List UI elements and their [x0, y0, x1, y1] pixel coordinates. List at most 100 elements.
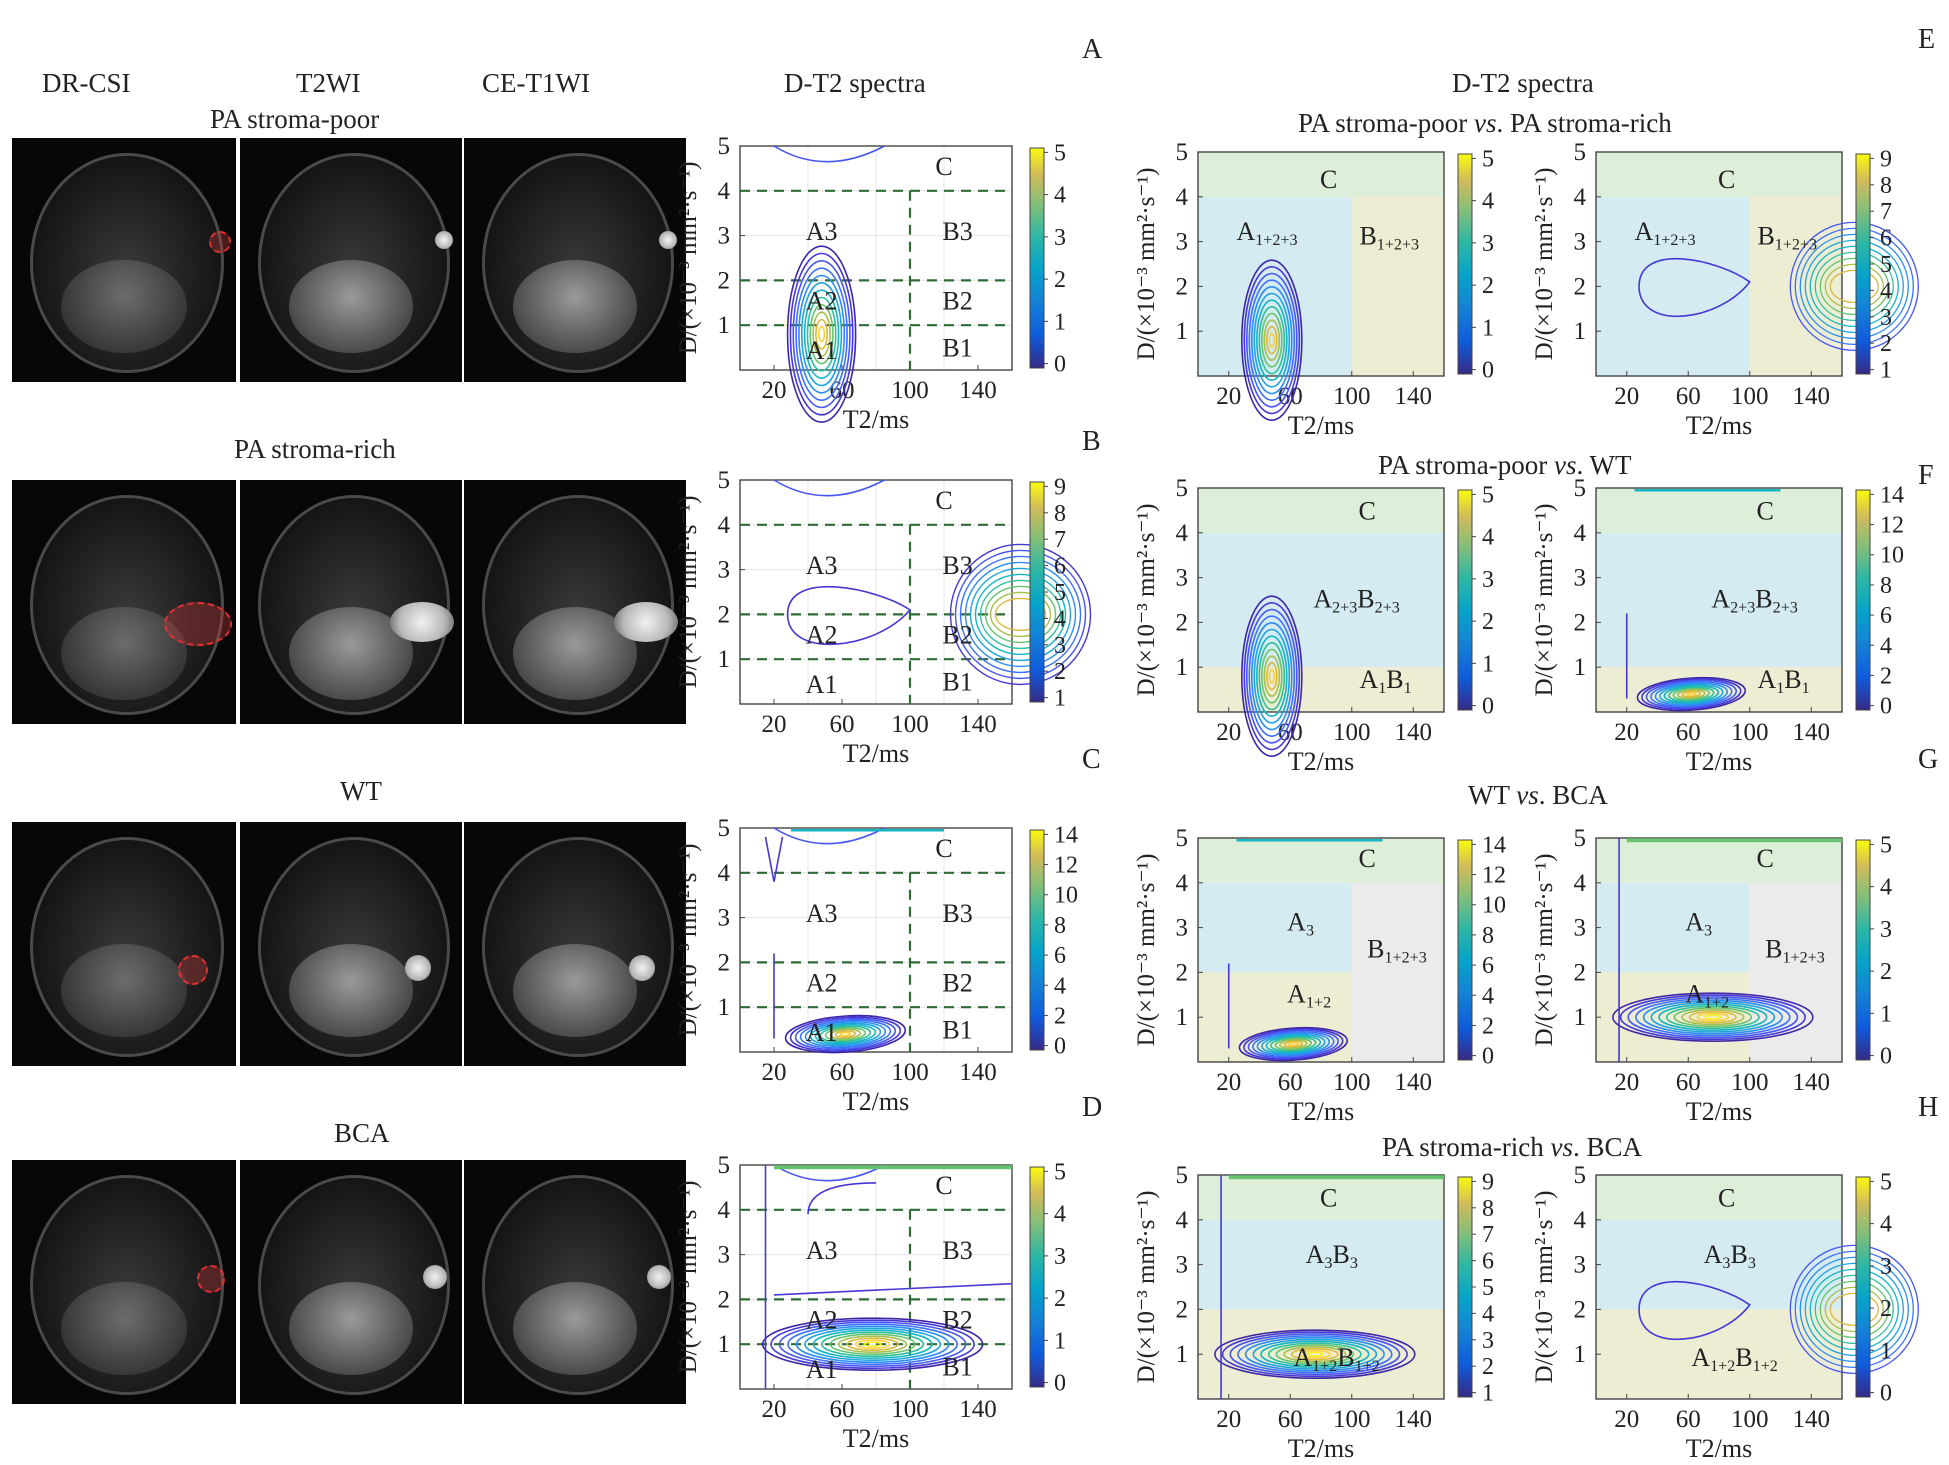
contour-line [789, 1016, 902, 1052]
x-axis-label: T2/ms [843, 1087, 909, 1116]
colorbar-tick-label: 2 [1054, 1286, 1066, 1312]
contour-line [1251, 622, 1293, 731]
region-shading [1596, 488, 1842, 533]
contour-line [989, 591, 1052, 638]
y-tick-label: 1 [1176, 318, 1189, 345]
contour-line [809, 1022, 882, 1046]
y-axis-label: D/(×10⁻³ mm²·s⁻¹) [675, 844, 702, 1037]
region-label: A3B3 [1306, 1240, 1358, 1272]
colorbar-tick-label: 0 [1880, 1381, 1892, 1407]
contour-line [974, 573, 1067, 656]
row-title-wt: WT [340, 776, 382, 806]
colorbar-tick-label: 2 [1880, 959, 1892, 985]
region-label: A1B1 [1359, 665, 1411, 697]
colorbar-b [1029, 481, 1045, 703]
region-label: B3 [942, 217, 972, 246]
y-tick-label: 3 [1176, 915, 1189, 942]
mri-image [464, 822, 686, 1066]
region-shading [1596, 1175, 1842, 1220]
column-header-dr-csi: DR-CSI [42, 68, 131, 98]
contour-line [959, 555, 1082, 674]
contour-line [1243, 602, 1301, 751]
contour-line [1619, 994, 1806, 1041]
contour-line [814, 1024, 877, 1045]
contour-line [854, 1339, 891, 1349]
x-tick-label: 140 [1395, 383, 1433, 410]
region-label: B3 [942, 899, 972, 928]
x-tick-label: 100 [1333, 719, 1371, 746]
y-axis-label: D/(×10⁻³ mm²·s⁻¹) [1133, 168, 1160, 361]
axes-g2 [1595, 837, 1843, 1063]
region-label: C [1320, 1183, 1337, 1212]
mri-image [12, 1160, 236, 1404]
colorbar-d [1029, 1166, 1045, 1388]
plot-frame [1197, 837, 1445, 1063]
contour-line [1819, 1280, 1889, 1339]
axes-g1 [1197, 837, 1445, 1063]
colorbar-tick-label: 1 [1054, 1328, 1066, 1354]
contour-line [1243, 266, 1301, 415]
region-label: B1 [942, 668, 972, 697]
x-tick-label: 20 [762, 377, 787, 404]
y-tick-label: 2 [1176, 609, 1189, 636]
colorbar-tick-label: 5 [1482, 482, 1494, 508]
contour-line [803, 289, 840, 379]
contour-line [964, 561, 1077, 668]
contour-line [778, 1321, 967, 1367]
colorbar-tick-label: 7 [1880, 199, 1892, 225]
chart-panel-g2 [1596, 838, 1842, 1062]
contour-line [794, 1017, 897, 1051]
mri-image [12, 480, 236, 724]
x-tick-label: 140 [1793, 383, 1831, 410]
contour-line [1279, 1039, 1308, 1049]
plot-frame [1595, 151, 1843, 377]
mri-image [240, 1160, 462, 1404]
contour-line [815, 318, 829, 350]
region-label: B2 [942, 287, 972, 316]
y-tick-label: 3 [718, 1242, 731, 1269]
region-label: C [935, 486, 952, 515]
contour-line [1650, 680, 1733, 708]
y-tick-label: 4 [718, 512, 731, 539]
x-tick-label: 140 [1793, 719, 1831, 746]
colorbar-tick-label: 8 [1054, 501, 1066, 527]
y-tick-label: 4 [1574, 520, 1587, 547]
region-label: A1+2 [1287, 979, 1331, 1011]
plot-frame [739, 145, 1013, 371]
contour-line [799, 1019, 892, 1049]
plot-frame [1197, 151, 1445, 377]
column-header-t2wi: T2WI [296, 68, 361, 98]
region-label: A3 [1685, 908, 1712, 940]
region-label: B1+2+3 [1757, 222, 1817, 254]
contour-line [1238, 1026, 1349, 1062]
region-label: C [1358, 496, 1375, 525]
colorbar-tick-label: 0 [1054, 1034, 1066, 1060]
region-label: C [1718, 165, 1735, 194]
y-tick-label: 1 [1176, 654, 1189, 681]
contour-line [812, 1329, 933, 1359]
y-tick-label: 4 [718, 1197, 731, 1224]
mri-image [240, 138, 462, 382]
y-axis-label: D/(×10⁻³ mm²·s⁻¹) [1133, 1191, 1160, 1384]
mri-image [12, 822, 236, 1066]
contour-line [1244, 1336, 1385, 1372]
contour-line [1809, 1268, 1899, 1351]
colorbar-tick-label: 7 [1054, 527, 1066, 553]
colorbar-tick-label: 2 [1054, 267, 1066, 293]
contour-line [1258, 306, 1286, 375]
colorbar-tick-label: 10 [1054, 883, 1078, 909]
contour-line [837, 1335, 908, 1353]
x-axis-label: T2/ms [1686, 1434, 1752, 1463]
x-tick-label: 60 [1676, 1069, 1701, 1096]
y-tick-label: 1 [718, 1331, 731, 1358]
region-label: A3 [806, 1236, 838, 1265]
contour-line [846, 1337, 899, 1351]
y-tick-label: 3 [718, 557, 731, 584]
plot-frame [1595, 837, 1843, 1063]
panel-letter-d: D [1082, 1092, 1103, 1123]
x-axis-label: T2/ms [1288, 747, 1354, 776]
x-tick-label: 100 [1731, 383, 1769, 410]
colorbar-tick-label: 2 [1482, 609, 1494, 635]
y-tick-label: 3 [1176, 1252, 1189, 1279]
region-label: B2 [942, 1306, 972, 1335]
